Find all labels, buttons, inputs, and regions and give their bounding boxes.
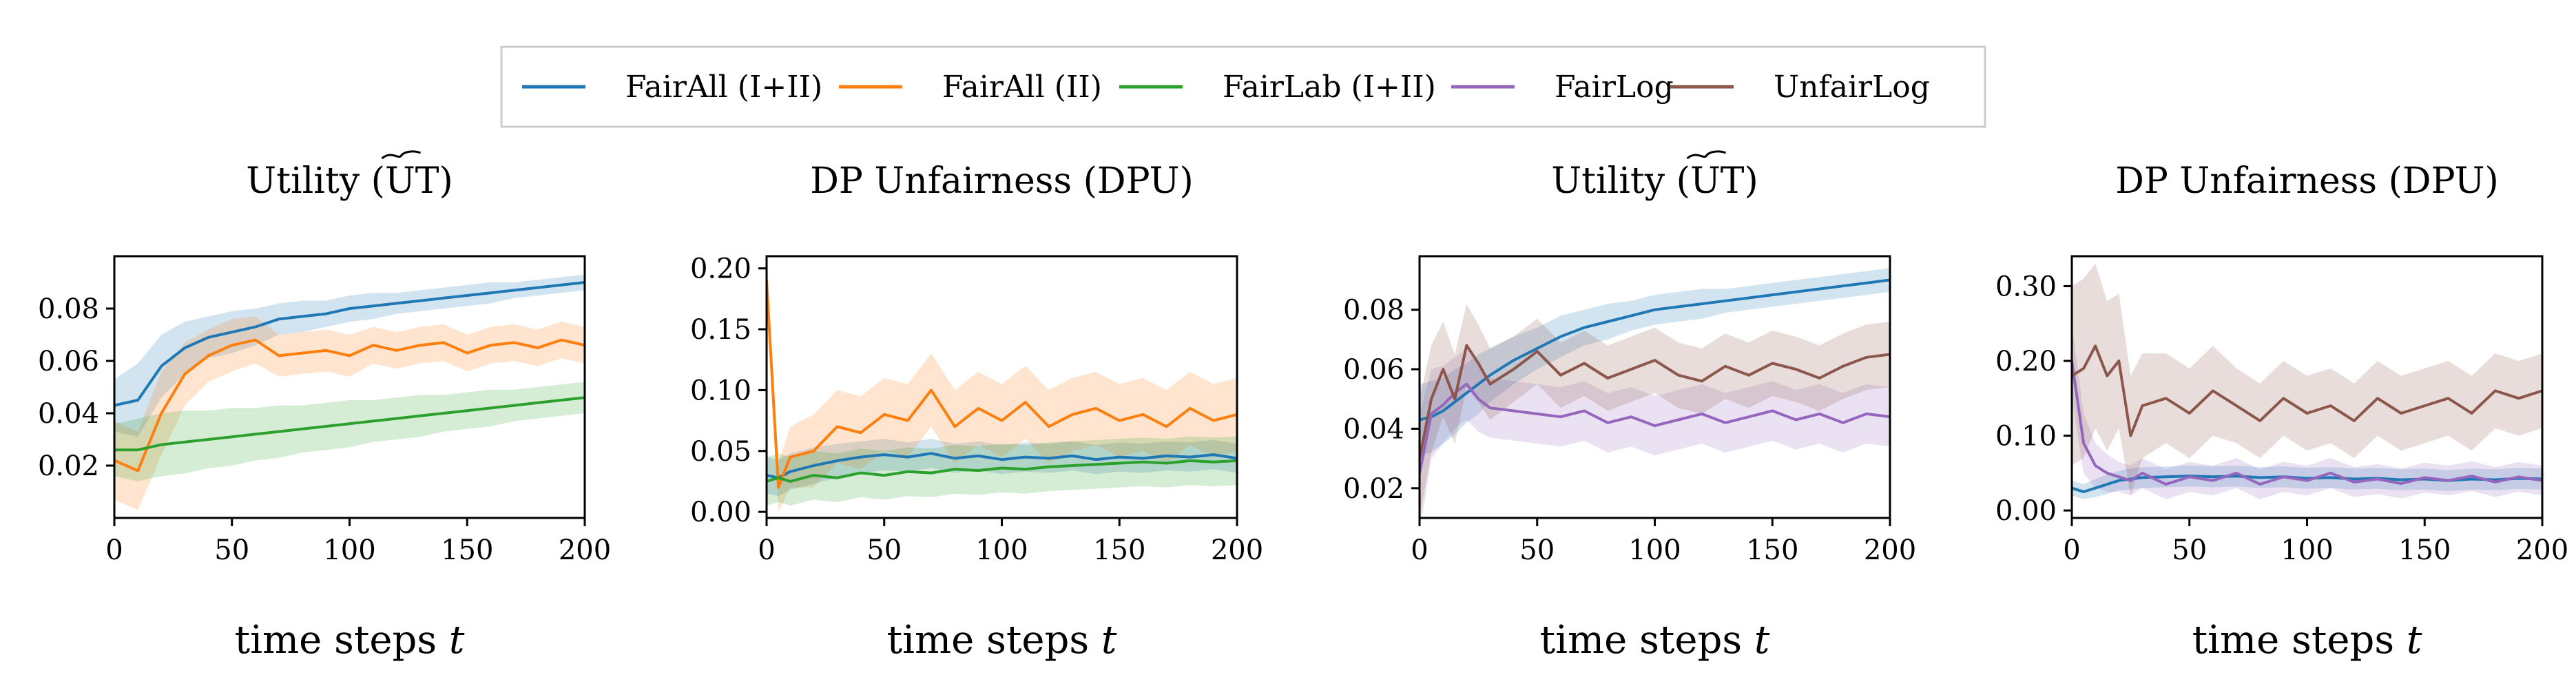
chart-panels: 0 50 100 150 200 0.02 0.04 0.06 0.08 time steps t… — [38, 150, 2568, 663]
x-axis-title: time steps t — [887, 618, 1117, 663]
x-axis-title: time steps t — [2192, 618, 2422, 663]
y-tick-label: 0.15 — [690, 314, 751, 346]
x-tick-label: 50 — [214, 534, 249, 566]
chart-panel: 0 50 100 150 200 0.02 0.04 0.06 0.08 time steps t… — [1343, 150, 1916, 663]
series-band — [114, 274, 585, 437]
series-line — [767, 280, 1237, 489]
x-tick-label: 50 — [2172, 534, 2207, 566]
y-tick-label: 0.30 — [1995, 271, 2057, 302]
series-line — [1420, 382, 1890, 474]
legend-entry: FairAll (II) — [839, 70, 1102, 105]
x-tick-label: 200 — [1864, 534, 1916, 566]
series-line — [1420, 344, 1890, 459]
y-tick-label: 0.02 — [1343, 473, 1404, 505]
x-tick-label: 100 — [975, 534, 1028, 566]
plot-area — [767, 256, 1237, 512]
chart-panel: 0 50 100 150 200 0.00 0.10 0.20 0.30 time steps t… — [1995, 160, 2568, 663]
series-band — [2072, 466, 2542, 499]
y-tick-label: 0.06 — [1343, 354, 1404, 386]
legend-label: FairAll (I+II) — [625, 70, 822, 105]
y-tick-label: 0.04 — [38, 398, 99, 430]
y-tick-label: 0.04 — [1343, 413, 1404, 445]
legend-frame — [500, 45, 1986, 128]
plot-area — [1420, 268, 1890, 518]
legend-entry: FairLog — [1451, 70, 1674, 105]
series-band — [114, 316, 585, 510]
legend-label: UnfairLog — [1774, 70, 1930, 105]
y-tick-label: 0.00 — [1995, 495, 2057, 527]
series-line — [114, 281, 585, 407]
x-tick-label: 150 — [441, 534, 493, 566]
panel-title: Utility (UT) — [1551, 160, 1758, 202]
series-band — [767, 256, 1237, 512]
x-tick-label: 50 — [866, 534, 902, 566]
chart-panel: 0 50 100 150 200 0.00 0.05 0.10 0.15 0.20 time ste… — [690, 160, 1263, 663]
plot-area — [114, 274, 585, 510]
x-tick-label: 200 — [1211, 534, 1263, 566]
panel-title: Utility (UT) — [246, 160, 453, 202]
series-line — [767, 459, 1237, 483]
x-tick-label: 100 — [2281, 534, 2333, 566]
series-band — [1420, 348, 1890, 518]
y-tick-label: 0.20 — [1995, 346, 2057, 377]
y-tick-label: 0.00 — [690, 497, 751, 528]
x-axis-title: time steps t — [1540, 618, 1770, 663]
series-line — [114, 338, 585, 472]
x-tick-label: 0 — [105, 534, 123, 566]
series-band — [114, 382, 585, 481]
tilde-accent — [1686, 150, 1727, 160]
y-tick-label: 0.06 — [38, 346, 99, 377]
legend-entry: FairLab (I+II) — [1119, 70, 1436, 105]
series-band — [1420, 304, 1890, 518]
y-tick-label: 0.08 — [1343, 295, 1404, 326]
x-axis-title: time steps t — [235, 618, 465, 663]
series-line — [767, 452, 1237, 479]
legend-label: FairLab (I+II) — [1223, 70, 1436, 105]
x-tick-label: 100 — [323, 534, 375, 566]
y-tick-label: 0.20 — [690, 253, 751, 285]
panel-title: DP Unfairness (DPU) — [810, 160, 1194, 202]
x-tick-label: 50 — [1519, 534, 1555, 566]
y-tick-label: 0.08 — [38, 293, 99, 325]
chart-panel: 0 50 100 150 200 0.02 0.04 0.06 0.08 time steps t… — [38, 150, 611, 663]
x-tick-label: 0 — [758, 534, 775, 566]
series-line — [2072, 360, 2542, 486]
series-line — [2072, 344, 2542, 437]
legend-label: FairAll (II) — [942, 70, 1102, 105]
x-tick-label: 150 — [1746, 534, 1798, 566]
y-tick-label: 0.05 — [690, 436, 751, 468]
x-tick-label: 200 — [559, 534, 611, 566]
series-line — [1420, 278, 1890, 422]
series-line — [114, 396, 585, 452]
legend-entry: UnfairLog — [1670, 70, 1930, 105]
tilde-accent — [381, 150, 422, 160]
plot-area — [2072, 263, 2542, 499]
panel-title: DP Unfairness (DPU) — [2115, 160, 2499, 202]
series-band — [2072, 263, 2542, 496]
x-tick-label: 150 — [2398, 534, 2451, 566]
x-tick-label: 200 — [2516, 534, 2568, 566]
y-tick-label: 0.02 — [38, 450, 99, 482]
x-tick-label: 100 — [1628, 534, 1681, 566]
legend-entry: FairAll (I+II) — [522, 70, 822, 105]
y-tick-label: 0.10 — [690, 375, 751, 406]
x-tick-label: 0 — [2063, 534, 2080, 566]
x-tick-label: 150 — [1093, 534, 1145, 566]
x-tick-label: 0 — [1411, 534, 1428, 566]
legend: FairAll (I+II) FairAll (II) FairLab (I+II)… — [500, 45, 1986, 128]
y-tick-label: 0.10 — [1995, 421, 2057, 453]
legend-label: FairLog — [1555, 70, 1674, 105]
